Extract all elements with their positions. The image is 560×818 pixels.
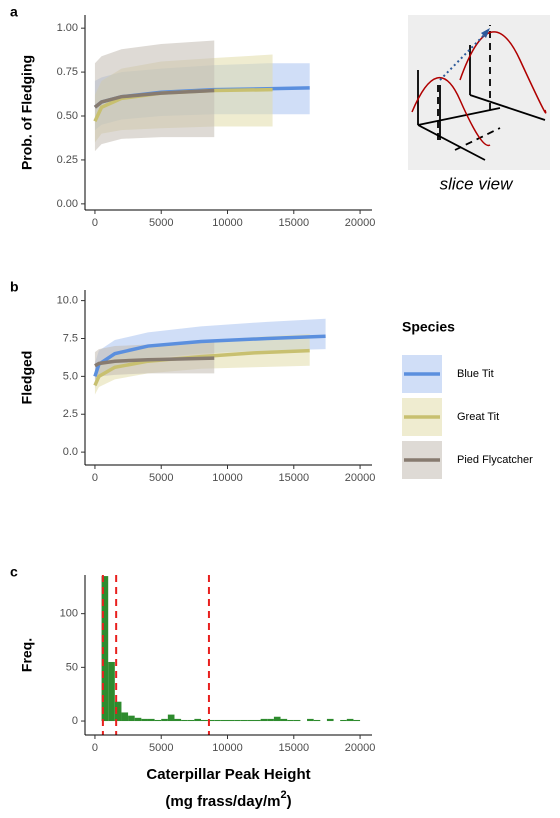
histogram-bar: [346, 718, 354, 722]
histogram-bar: [280, 718, 288, 722]
y-tick-label: 1.00: [57, 22, 78, 34]
x-tick-label: 0: [92, 472, 98, 484]
histogram-bar: [114, 701, 122, 722]
histogram-bar: [326, 718, 334, 722]
diagram-arrowhead: [481, 28, 490, 38]
legend-title: Species: [402, 319, 455, 335]
diagram-caption: slice view: [440, 174, 514, 193]
plot-area: [101, 575, 361, 735]
histogram-bar: [121, 712, 129, 722]
x-tick-label: 10000: [212, 472, 243, 484]
diagram-curve: [459, 31, 547, 114]
x-tick-label: 15000: [278, 217, 309, 229]
series-line: [93, 88, 215, 109]
histogram-bar: [234, 719, 241, 722]
y-tick-label: 7.5: [63, 332, 78, 344]
y-tick-label: 0.25: [57, 154, 78, 166]
histogram-bar: [267, 718, 274, 722]
x-tick-label: 10000: [212, 742, 243, 754]
histogram-bar: [254, 719, 261, 722]
x-tick-label: 5000: [149, 217, 173, 229]
histogram-bar: [207, 719, 215, 722]
slice-diagram: slice view: [408, 15, 550, 193]
legend-label: Pied Flycatcher: [457, 454, 533, 466]
y-axis-title: Freq.: [19, 638, 35, 672]
y-tick-label: 0: [72, 715, 78, 727]
histogram-bar: [240, 719, 248, 722]
unit-text: (mg frass/day/m: [165, 793, 280, 810]
histogram-bar: [101, 576, 109, 722]
histogram-bar: [293, 719, 301, 722]
x-tick-label: 5000: [149, 472, 173, 484]
diagram-bg: [408, 15, 550, 170]
histogram-bar: [227, 719, 235, 722]
y-tick-label: 10.0: [57, 295, 78, 307]
y-axis-title: Prob. of Fledging: [19, 55, 35, 170]
x-tick-label: 20000: [345, 217, 376, 229]
histogram-bar: [200, 719, 208, 722]
histogram-bar: [128, 715, 135, 722]
x-axis-unit: (mg frass/day/m2): [165, 789, 291, 810]
y-axis-title: Fledged: [19, 351, 35, 405]
histogram-bar: [154, 719, 162, 722]
x-tick-label: 20000: [345, 472, 376, 484]
histogram-bar: [167, 714, 175, 722]
histogram-bar: [187, 719, 195, 722]
x-tick-label: 10000: [212, 217, 243, 229]
y-tick-label: 100: [60, 608, 78, 620]
plot-area: [93, 40, 310, 152]
x-tick-label: 20000: [345, 742, 376, 754]
diagram-arrow: [439, 32, 487, 81]
histogram-bar: [353, 719, 361, 722]
y-tick-label: 5.0: [63, 370, 78, 382]
diagram-curve: [411, 77, 491, 147]
y-tick-label: 0.75: [57, 66, 78, 78]
histogram-bar: [181, 719, 188, 722]
histogram-bar: [307, 718, 314, 722]
panel-label: c: [10, 564, 18, 580]
x-tick-label: 15000: [278, 472, 309, 484]
x-axis-title: Caterpillar Peak Height: [146, 766, 310, 783]
unit-end: ): [287, 793, 292, 810]
x-tick-label: 5000: [149, 742, 173, 754]
histogram-bar: [287, 719, 294, 722]
series-line: [94, 356, 215, 368]
histogram-bar: [247, 719, 255, 722]
unit-superscript: 2: [280, 789, 286, 801]
y-tick-label: 50: [66, 661, 78, 673]
y-tick-label: 0.50: [57, 110, 78, 122]
histogram-bar: [260, 718, 268, 722]
histogram-bar: [220, 719, 228, 722]
histogram-bar: [141, 718, 148, 722]
histogram-bar: [340, 719, 347, 722]
panel-label: a: [10, 4, 18, 20]
histogram-bar: [161, 718, 168, 722]
histogram-bar: [194, 718, 201, 722]
legend-label: Great Tit: [457, 411, 499, 423]
y-tick-label: 0.00: [57, 198, 78, 210]
y-tick-label: 0.0: [63, 446, 78, 458]
histogram-bar: [147, 718, 155, 722]
histogram-bar: [134, 717, 142, 722]
histogram-bar: [313, 719, 321, 722]
histogram-bar: [214, 719, 221, 722]
x-tick-label: 0: [92, 217, 98, 229]
x-tick-label: 0: [92, 742, 98, 754]
panel-label: b: [10, 279, 19, 295]
diagram-dashed: [437, 25, 501, 151]
histogram-bar: [174, 718, 182, 722]
x-tick-label: 15000: [278, 742, 309, 754]
histogram-bar: [273, 716, 281, 722]
histogram-bar: [108, 661, 115, 722]
plot-area: [93, 318, 326, 395]
legend-label: Blue Tit: [457, 368, 494, 380]
y-tick-label: 2.5: [63, 408, 78, 420]
